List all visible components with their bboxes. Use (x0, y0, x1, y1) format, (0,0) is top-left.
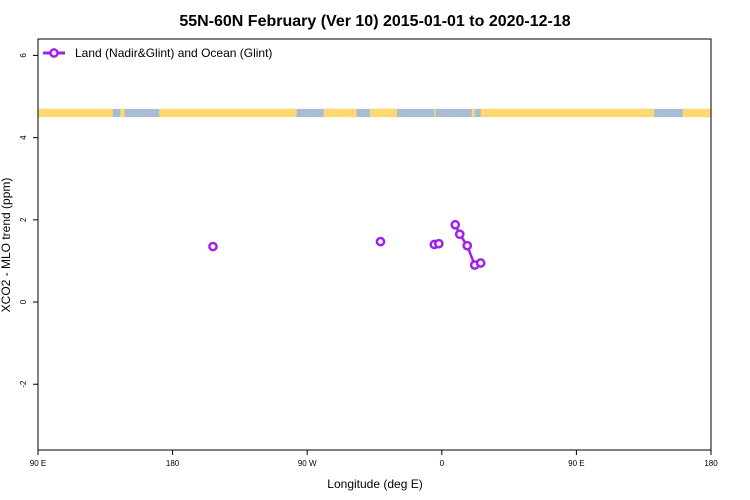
y-axis: -2 0 2 4 6 (19, 53, 38, 388)
y-tick-label: -2 (19, 380, 28, 388)
data-point (375, 236, 386, 247)
x-tick-label: 90 W (298, 459, 317, 468)
x-axis: 90 E 180 90 W 0 90 E 180 (30, 450, 718, 468)
x-tick-label: 180 (166, 459, 180, 468)
land-ocean-band (38, 108, 711, 118)
series-layer (208, 219, 486, 270)
land-segment (682, 108, 711, 118)
x-axis-label: Longitude (deg E) (327, 477, 422, 491)
land-segment (38, 108, 113, 118)
land-segment (370, 108, 397, 118)
y-tick-label: 2 (19, 217, 28, 222)
data-point (450, 219, 461, 230)
legend: Land (Nadir&Glint) and Ocean (Glint) (43, 46, 272, 60)
data-point (433, 238, 444, 249)
plot-frame (37, 38, 712, 451)
land-segment (480, 108, 655, 118)
data-point (462, 240, 473, 251)
legend-label: Land (Nadir&Glint) and Ocean (Glint) (75, 46, 272, 60)
legend-marker (49, 48, 59, 58)
y-tick-label: 6 (19, 53, 28, 58)
data-point (208, 241, 218, 252)
y-tick-label: 0 (19, 299, 28, 304)
x-tick-label: 90 E (30, 459, 46, 468)
x-tick-label: 180 (704, 459, 718, 468)
x-tick-label: 0 (440, 459, 445, 468)
y-tick-label: 4 (19, 135, 28, 140)
data-point (454, 229, 465, 240)
chart-title: 55N-60N February (Ver 10) 2015-01-01 to … (179, 13, 570, 30)
y-axis-label: XCO2 - MLO trend (ppm) (0, 178, 13, 313)
data-point (475, 258, 486, 268)
land-segment (120, 108, 125, 118)
land-segment (471, 108, 475, 118)
x-tick-label: 90 E (568, 459, 584, 468)
land-segment (323, 108, 357, 118)
land-segment (434, 108, 436, 118)
land-segment (159, 108, 297, 118)
